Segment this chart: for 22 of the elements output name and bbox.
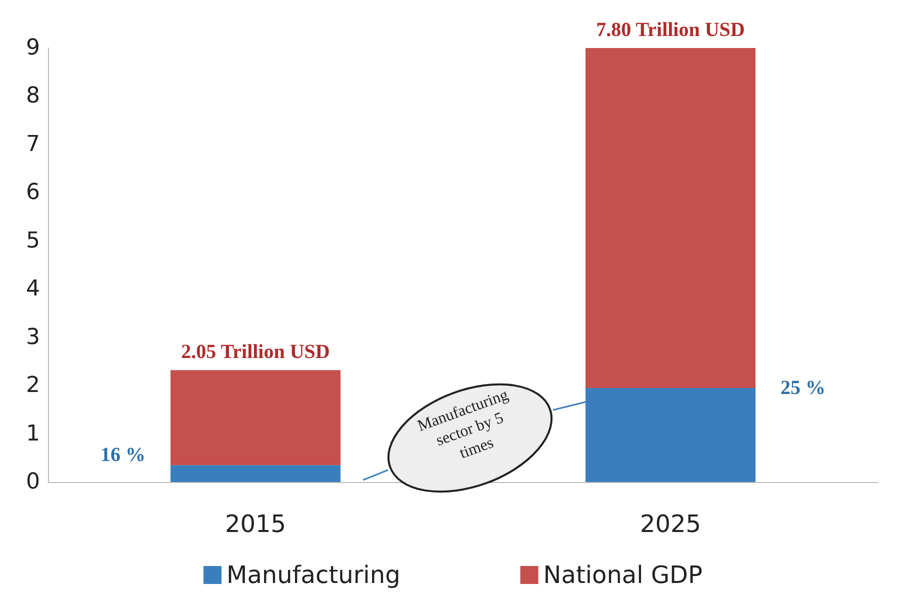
annotation: 7.80 Trillion USD — [596, 19, 745, 41]
y-tick-label: 9 — [26, 36, 40, 60]
annotation: 2.05 Trillion USD — [181, 341, 330, 364]
bar — [170, 370, 340, 466]
y-tick-label: 4 — [26, 276, 40, 302]
y-tick-label: 8 — [26, 84, 40, 109]
y-tick-label: 5 — [26, 228, 40, 254]
annotation: 16 % — [100, 444, 146, 466]
x-tick-label: 2015 — [224, 510, 286, 538]
bar — [586, 388, 756, 482]
legend-label: Manufacturing — [226, 561, 400, 589]
x-tick-label: 2025 — [640, 510, 702, 538]
y-tick-label: 1 — [26, 421, 40, 446]
annotation: 25 % — [780, 376, 826, 399]
y-tick-label: 2 — [26, 373, 40, 398]
y-tick-label: 6 — [26, 180, 40, 206]
y-tick-label: 3 — [26, 324, 40, 350]
legend-label: National GDP — [543, 561, 702, 589]
y-tick-label: 7 — [26, 132, 40, 157]
bar — [586, 48, 756, 388]
y-tick-label: 0 — [26, 470, 40, 494]
bar — [170, 465, 340, 482]
